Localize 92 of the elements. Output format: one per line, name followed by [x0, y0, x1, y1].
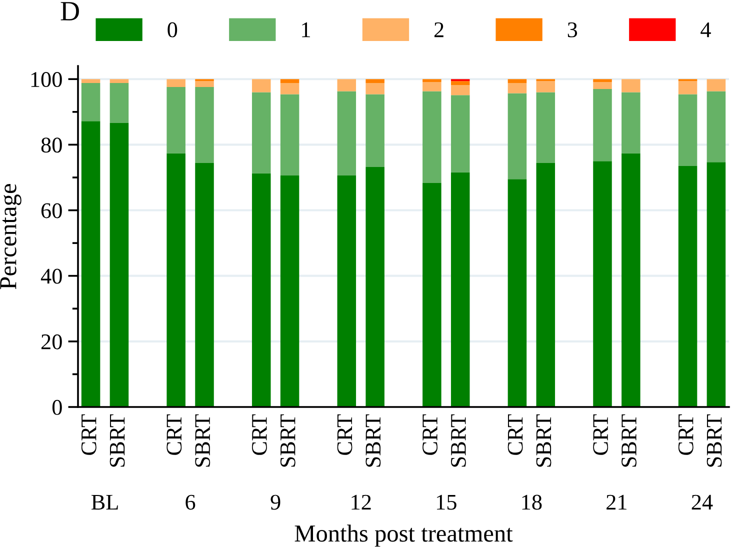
- bar: [337, 79, 356, 92]
- bar: [110, 83, 129, 124]
- bar: [166, 79, 186, 87]
- x-tick-label: CRT: [508, 414, 523, 455]
- bar: [337, 176, 356, 407]
- text: 6: [186, 494, 196, 510]
- bar: [280, 94, 300, 176]
- legend-label: 0: [168, 22, 178, 38]
- bar: [450, 95, 470, 172]
- x-tick-label: SBRT: [706, 414, 722, 467]
- y-tick-label: 80: [41, 138, 62, 153]
- bar: [536, 81, 556, 92]
- bar: [508, 79, 527, 84]
- bar: [508, 83, 527, 94]
- x-tick-label: SBRT: [195, 414, 210, 467]
- bar: [593, 88, 612, 162]
- legend-label: 3: [568, 22, 578, 38]
- bar: [678, 166, 698, 407]
- bar: [252, 173, 271, 407]
- bar: [706, 79, 726, 92]
- bar: [166, 86, 186, 154]
- legend-label: 4: [700, 22, 711, 38]
- bar: [81, 79, 100, 84]
- bar: [195, 163, 214, 407]
- bar: [508, 93, 527, 180]
- text: 21: [606, 494, 626, 510]
- bar: [450, 81, 470, 86]
- y-tick-label: 40: [40, 268, 62, 284]
- x-tick-label: CRT: [166, 414, 182, 455]
- bar: [366, 166, 384, 407]
- bar: [252, 92, 271, 174]
- bar: [337, 91, 356, 176]
- bar: [366, 79, 384, 84]
- x-tick-label: SBRT: [622, 414, 636, 467]
- bar: [622, 79, 640, 92]
- x-tick-label: CRT: [81, 414, 96, 455]
- y-tick-label: 100: [31, 72, 62, 88]
- text: 12: [352, 494, 371, 510]
- x-axis-title: Months post treatment: [294, 524, 513, 547]
- y-tick-label: 60: [41, 203, 62, 218]
- x-tick-label: CRT: [593, 414, 608, 455]
- bar: [678, 81, 698, 94]
- bar: [81, 121, 100, 407]
- y-axis-title: Percentage: [0, 184, 22, 290]
- text: 9: [270, 494, 280, 510]
- y-tick-label: 0: [52, 400, 62, 415]
- bar: [622, 92, 640, 154]
- x-tick-label: SBRT: [110, 414, 125, 467]
- bar: [593, 79, 612, 82]
- bar: [366, 83, 384, 94]
- text: 24: [692, 494, 713, 510]
- bar: [280, 176, 300, 407]
- legend-label: 2: [434, 22, 444, 38]
- bar: [366, 94, 384, 167]
- text: 18: [522, 494, 542, 510]
- bar: [593, 82, 612, 89]
- bar: [110, 79, 129, 84]
- bar: [678, 94, 698, 166]
- bar: [706, 162, 726, 407]
- x-tick-label: SBRT: [366, 414, 381, 467]
- bar: [422, 183, 442, 407]
- bar: [450, 85, 470, 96]
- bar: [536, 163, 556, 407]
- bar: [706, 91, 726, 162]
- bar: [280, 79, 300, 84]
- x-tick-label: SBRT: [536, 414, 552, 467]
- y-tick-label: 20: [41, 334, 62, 350]
- chart-title: D: [60, 2, 79, 20]
- bar: [422, 82, 442, 92]
- bar: [450, 172, 470, 407]
- bar: [508, 179, 527, 407]
- text: 15: [436, 494, 456, 510]
- bar: [280, 83, 300, 94]
- bar: [593, 161, 612, 407]
- x-tick-label: SBRT: [280, 414, 296, 467]
- bar: [422, 79, 442, 82]
- bar: [110, 123, 129, 407]
- x-tick-label: CRT: [422, 414, 438, 455]
- x-tick-label: CRT: [337, 414, 352, 455]
- bar: [195, 86, 214, 164]
- bar: [252, 79, 271, 92]
- x-tick-label: CRT: [678, 414, 694, 455]
- x-tick-label: SBRT: [450, 414, 466, 467]
- bar: [422, 91, 442, 184]
- bar: [195, 81, 214, 87]
- bar: [81, 83, 100, 122]
- legend-label: 1: [302, 22, 310, 38]
- bar: [536, 92, 556, 164]
- bar: [622, 153, 640, 407]
- x-tick-label: CRT: [252, 414, 267, 455]
- bar: [166, 153, 186, 407]
- text: BL: [91, 494, 118, 510]
